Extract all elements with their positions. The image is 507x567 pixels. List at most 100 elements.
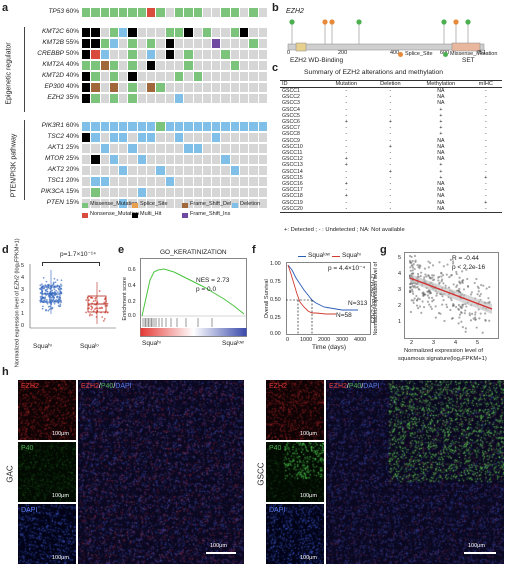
boxplot-point-hi — [39, 295, 42, 298]
oncoprint-cell — [221, 39, 231, 48]
oncoprint-cell — [128, 166, 138, 175]
scatter-point — [446, 263, 449, 266]
oncoprint-cell — [212, 8, 222, 17]
table-cell: - — [389, 187, 392, 194]
scatter-point — [469, 293, 473, 296]
table-cell: - — [484, 119, 487, 126]
scatter-point — [416, 285, 419, 289]
scatter-point — [434, 316, 437, 319]
gac-p40-scale: 100μm — [52, 493, 69, 499]
table-cell: + — [439, 125, 443, 132]
boxplot-point-lo — [95, 307, 98, 310]
oncoprint-cell — [119, 50, 129, 59]
gene-name-tsc2: TSC2 — [47, 133, 64, 140]
scatter-point — [408, 254, 412, 258]
scatter-point — [445, 303, 448, 306]
table-cell: GSCC9 — [282, 137, 300, 144]
oncoprint-cell — [221, 199, 231, 208]
oncoprint-cell — [193, 61, 203, 70]
ezh2-gene-label: EZH2 — [286, 8, 304, 15]
scatter-point — [460, 311, 463, 315]
table-row: GSCC16 + - NA - — [280, 181, 502, 187]
scatter-point — [458, 316, 461, 319]
oncoprint-cell — [240, 28, 250, 37]
scatter-point — [421, 292, 424, 295]
boxplot-point-hi — [42, 276, 45, 279]
scatter-point — [468, 312, 471, 315]
oncoprint-cell — [240, 94, 250, 103]
oncoprint-cell — [147, 144, 157, 153]
oncoprint-cell — [258, 61, 268, 70]
table-cell: GSCC18 — [282, 193, 303, 200]
oncoprint-cell — [137, 133, 148, 142]
km-pvalue: p = 4.4×10⁻⁴ — [328, 265, 366, 272]
boxplot-point-lo — [88, 307, 91, 310]
scatter-point — [450, 298, 453, 302]
scatter-point — [458, 313, 462, 316]
km-legend-hi-line — [332, 256, 340, 258]
boxplot-point-hi — [45, 308, 47, 311]
gac-p40-label: P40 — [21, 445, 34, 452]
scatter-point — [441, 274, 445, 277]
gene-pct-ezh2: 35% — [66, 94, 80, 101]
oncoprint-cell — [82, 50, 92, 59]
oncoprint-cell — [249, 133, 259, 142]
oncoprint-cell — [202, 8, 213, 17]
table-cell: GSCC12 — [282, 156, 303, 163]
scatter-point — [455, 270, 458, 274]
oncoprint-cell — [174, 39, 185, 48]
oncoprint-cell — [91, 8, 101, 17]
scatter-point — [465, 305, 468, 308]
oncoprint-cell — [147, 72, 157, 81]
table-cell: GSCC16 — [282, 181, 303, 188]
table-cell: - — [389, 112, 392, 119]
km-n2: N=58 — [336, 312, 352, 319]
oncoprint-cell — [165, 122, 175, 131]
oncoprint-cell — [91, 94, 101, 103]
oncoprint-cell — [156, 28, 166, 37]
gac-dapi-panel: DAPI 100μm — [18, 504, 76, 564]
tick-400: 400 — [390, 50, 400, 56]
oncoprint-cell — [174, 28, 185, 37]
scatter-xtick-3: 3 — [432, 340, 436, 346]
scatter-point — [479, 312, 482, 315]
scatter-point — [455, 305, 458, 309]
scatter-ytick-4: 4 — [398, 271, 402, 277]
table-cell: NA — [437, 150, 445, 157]
oncoprint-cell — [202, 199, 213, 208]
oncoprint-cell — [100, 28, 110, 37]
lollipop-missense-2 — [356, 19, 362, 25]
table-cell: GSCC19 — [282, 199, 303, 206]
oncoprint-cell — [137, 39, 148, 48]
gac-p40-image — [18, 442, 76, 502]
boxplot-point-hi — [45, 280, 48, 283]
oncoprint-cell — [91, 166, 101, 175]
km-xtick-0: 0 — [286, 337, 290, 343]
boxplot-point-lo — [91, 314, 93, 316]
scatter-ytick-5: 5 — [398, 255, 402, 261]
oncoprint-cell — [212, 72, 222, 81]
oncoprint-cell — [184, 72, 194, 81]
boxplot-point-lo — [106, 304, 109, 307]
scatter-point — [487, 297, 490, 300]
oncoprint-cell — [240, 39, 250, 48]
scatter-ytick-2: 2 — [398, 303, 402, 309]
boxplot-point-hi — [48, 292, 51, 294]
boxplot-point-lo — [101, 307, 103, 310]
legend-swatch — [182, 213, 188, 218]
lollipop-splice-2 — [329, 19, 335, 25]
oncoprint-cell — [258, 144, 268, 153]
oncoprint-cell — [165, 166, 175, 175]
ytick-d-4: 4 — [21, 275, 25, 281]
oncoprint-cell — [174, 83, 185, 92]
oncoprint-cell — [221, 155, 231, 164]
oncoprint-cell — [249, 61, 259, 70]
boxplot-point-hi — [53, 291, 56, 294]
oncoprint-cell — [212, 94, 222, 103]
oncoprint-cell — [82, 94, 92, 103]
oncoprint-row-kmt2a — [82, 61, 268, 70]
boxplot-point-lo — [106, 311, 109, 314]
table-cell: - — [484, 181, 487, 188]
table-cell: GSCC4 — [282, 106, 300, 113]
label-gscc: GSCC — [256, 462, 266, 486]
